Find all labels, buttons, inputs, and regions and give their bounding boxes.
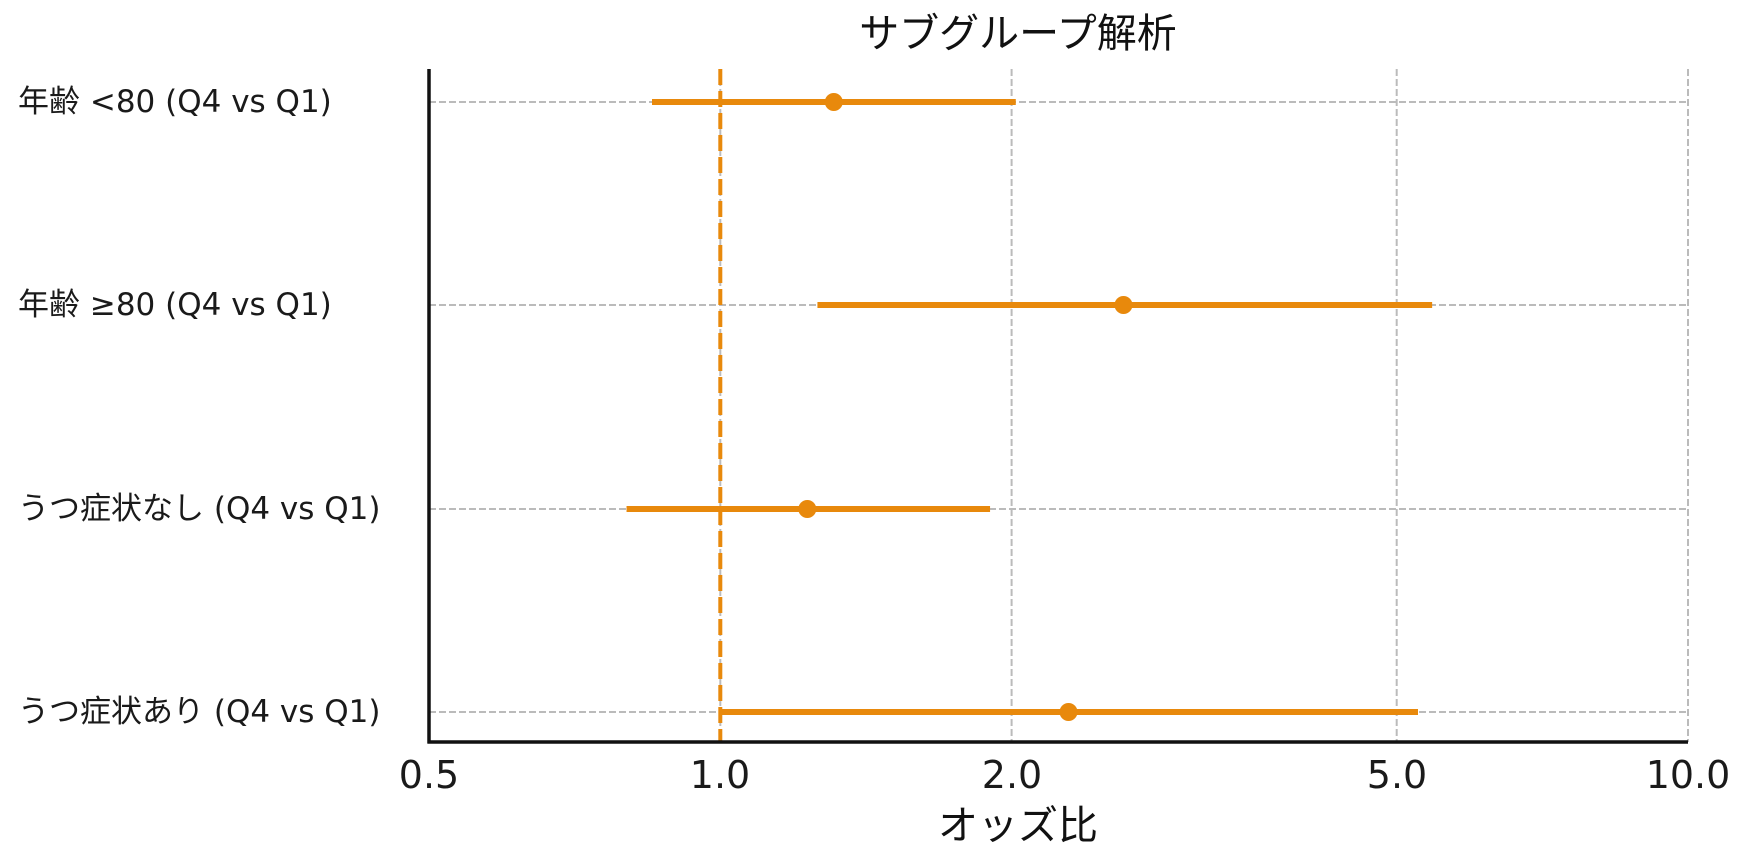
- odds-ratio-marker: [1114, 296, 1133, 314]
- x-axis-label: オッズ比: [938, 803, 1098, 849]
- vertical-gridlines: [719, 69, 1689, 742]
- confidence-interval-bars: [626, 99, 1433, 715]
- x-tick-label-5-0: 5.0: [1366, 753, 1428, 797]
- horizontal-gridlines: [429, 101, 1688, 713]
- x-tick-label-1-0: 1.0: [689, 753, 751, 797]
- x-tick-label-2-0: 2.0: [981, 753, 1043, 797]
- odds-ratio-marker: [824, 93, 843, 111]
- odds-ratio-marker: [1059, 703, 1078, 721]
- axis-spines: [427, 69, 1688, 744]
- x-tick-label-10-0: 10.0: [1645, 753, 1731, 797]
- y-tick-label-age-under-80: 年齢 <80 (Q4 vs Q1): [18, 84, 332, 120]
- y-tick-label-no-depression: うつ症状なし (Q4 vs Q1): [18, 491, 381, 527]
- y-tick-label-depression: うつ症状あり (Q4 vs Q1): [18, 694, 381, 730]
- x-tick-label-0-5: 0.5: [398, 753, 460, 797]
- odds-ratio-points: [798, 93, 1133, 721]
- odds-ratio-marker: [798, 500, 817, 518]
- y-tick-label-age-80-plus: 年齢 ≥80 (Q4 vs Q1): [18, 287, 332, 323]
- chart-title: サブグループ解析: [859, 11, 1177, 57]
